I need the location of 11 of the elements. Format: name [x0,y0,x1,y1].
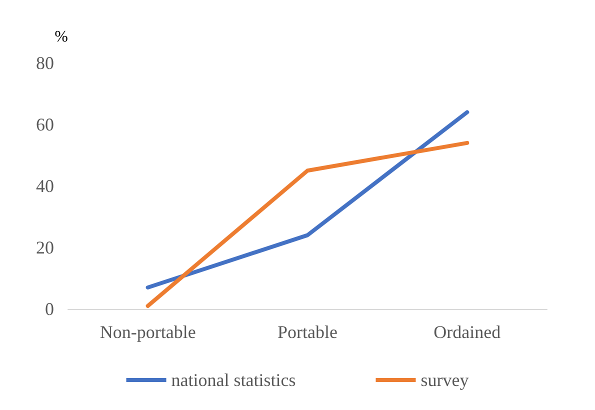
y-tick-label: 40 [36,176,54,196]
x-tick-label: Non-portable [100,322,196,342]
y-axis-title: % [54,28,68,46]
x-tick-label: Portable [278,322,338,342]
legend-label: national statistics [171,370,296,390]
y-tick-label: 0 [45,299,54,319]
y-tick-label: 60 [36,114,54,134]
y-tick-label: 80 [36,53,54,73]
x-tick-label: Ordained [434,322,501,342]
y-tick-label: 20 [36,238,54,258]
legend-label: survey [420,370,469,390]
